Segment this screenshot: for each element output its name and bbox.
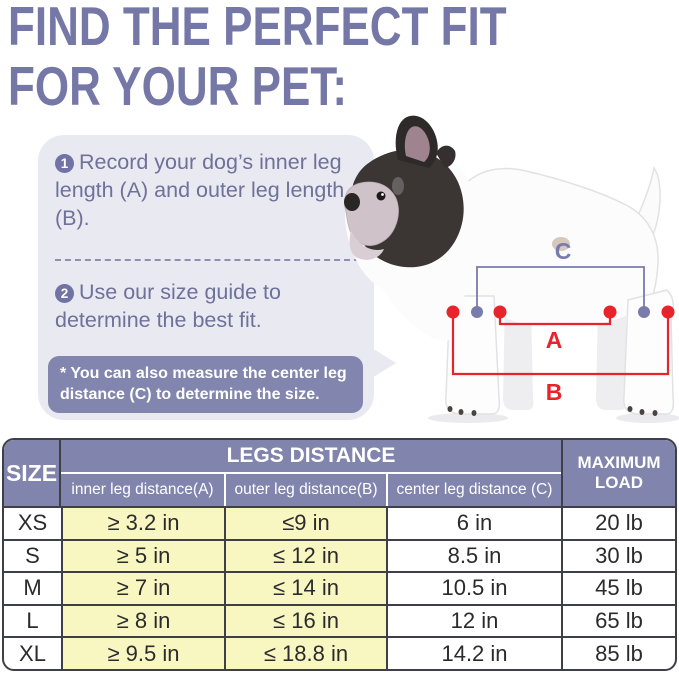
table-row-s-load: 30 lb: [561, 538, 675, 572]
table-row-m-inner: ≥ 7 in: [61, 571, 224, 604]
inner-dot: [493, 305, 507, 319]
step-1-badge: 1: [55, 154, 74, 173]
table-row-m-load: 45 lb: [561, 571, 675, 604]
center-distance-label: C: [555, 238, 572, 264]
dog-front-leg: [445, 295, 501, 415]
dog-belly: [496, 312, 634, 328]
dog-ear-back: [436, 145, 456, 168]
table-row-xs-center: 6 in: [386, 506, 561, 539]
column-header-inner: inner leg distance(A): [61, 474, 224, 506]
center-dot: [638, 306, 650, 318]
table-row-m-center: 10.5 in: [386, 571, 561, 604]
dog-head-highlight: [392, 177, 404, 195]
table-row-s-inner: ≥ 5 in: [61, 538, 224, 572]
table-row-l-center: 12 in: [386, 603, 561, 637]
table-row-s-center: 8.5 in: [386, 538, 561, 572]
table-row-l-outer: ≤ 16 in: [224, 603, 386, 637]
step-1-text: Record your dog’s inner leg length (A) a…: [55, 150, 345, 230]
table-row-l-size: L: [4, 603, 61, 637]
outer-dot: [661, 305, 675, 319]
size-table: SIZE LEGS DISTANCE MAXIMUM LOAD inner le…: [2, 438, 677, 671]
page-title: FIND THE PERFECT FIT FOR YOUR PET:: [8, 0, 507, 116]
dog-far-rear-leg: [596, 305, 627, 410]
dog-ear-inner: [404, 126, 430, 162]
page-title-line1: FIND THE PERFECT FIT: [8, 0, 507, 57]
table-row-xs-outer: ≤9 in: [224, 506, 386, 539]
instructions-bubble: 1 Record your dog’s inner leg length (A) …: [38, 135, 374, 420]
table-row-s-outer: ≤ 12 in: [224, 538, 386, 572]
bubble-tail: [372, 348, 396, 378]
table-row-m-outer: ≤ 14 in: [224, 571, 386, 604]
table-row-m-size: M: [4, 571, 61, 604]
page-title-line2: FOR YOUR PET:: [8, 55, 348, 117]
outer-distance-label: B: [546, 379, 563, 405]
table-row-xl-inner: ≥ 9.5 in: [61, 636, 224, 669]
table-row-xl-size: XL: [4, 636, 61, 669]
column-header-legs-distance: LEGS DISTANCE: [61, 440, 561, 474]
paw-shadow: [616, 413, 679, 423]
dog-far-front-leg: [503, 300, 534, 410]
table-row-xl-load: 85 lb: [561, 636, 675, 669]
paw-shadow: [428, 413, 508, 423]
instruction-step-1: 1 Record your dog’s inner leg length (A) …: [55, 148, 357, 232]
dog-body: [440, 167, 659, 315]
dog-claws: [447, 406, 658, 416]
dog-rear-leg: [623, 289, 675, 415]
outer-dot: [446, 305, 460, 319]
table-row-l-load: 65 lb: [561, 603, 675, 637]
outer-distance-bracket: [451, 312, 670, 376]
dog-eye-icon: [376, 191, 386, 201]
measurement-note: * You can also measure the center leg di…: [48, 356, 363, 413]
dashed-divider: [55, 259, 360, 261]
column-header-outer: outer leg distance(B): [224, 474, 386, 506]
table-row-l-inner: ≥ 8 in: [61, 603, 224, 637]
column-header-size: SIZE: [4, 440, 61, 506]
table-row-xl-center: 14.2 in: [386, 636, 561, 669]
column-header-maximum-load: MAXIMUM LOAD: [561, 440, 675, 506]
dog-fur-spot: [552, 237, 570, 251]
center-dot: [471, 306, 483, 318]
dog-tail: [627, 166, 661, 255]
table-row-xs-inner: ≥ 3.2 in: [61, 506, 224, 539]
table-row-s-size: S: [4, 538, 61, 572]
measurement-dots: [446, 305, 675, 319]
table-row-xl-outer: ≤ 18.8 in: [224, 636, 386, 669]
step-2-text: Use our size guide to determine the best…: [55, 280, 281, 332]
instruction-step-2: 2 Use our size guide to determine the bes…: [55, 278, 357, 334]
dog-chest: [368, 198, 472, 341]
step-2-badge: 2: [55, 284, 74, 303]
dog-ear-icon: [395, 115, 438, 168]
center-distance-bracket: [476, 266, 645, 312]
table-row-xs-size: XS: [4, 506, 61, 539]
inner-distance-label: A: [546, 327, 563, 353]
column-header-center: center leg distance (C): [386, 474, 561, 506]
inner-distance-bracket: [498, 312, 612, 326]
table-row-xs-load: 20 lb: [561, 506, 675, 539]
dog-eye-glint: [381, 193, 384, 196]
inner-dot: [603, 305, 617, 319]
